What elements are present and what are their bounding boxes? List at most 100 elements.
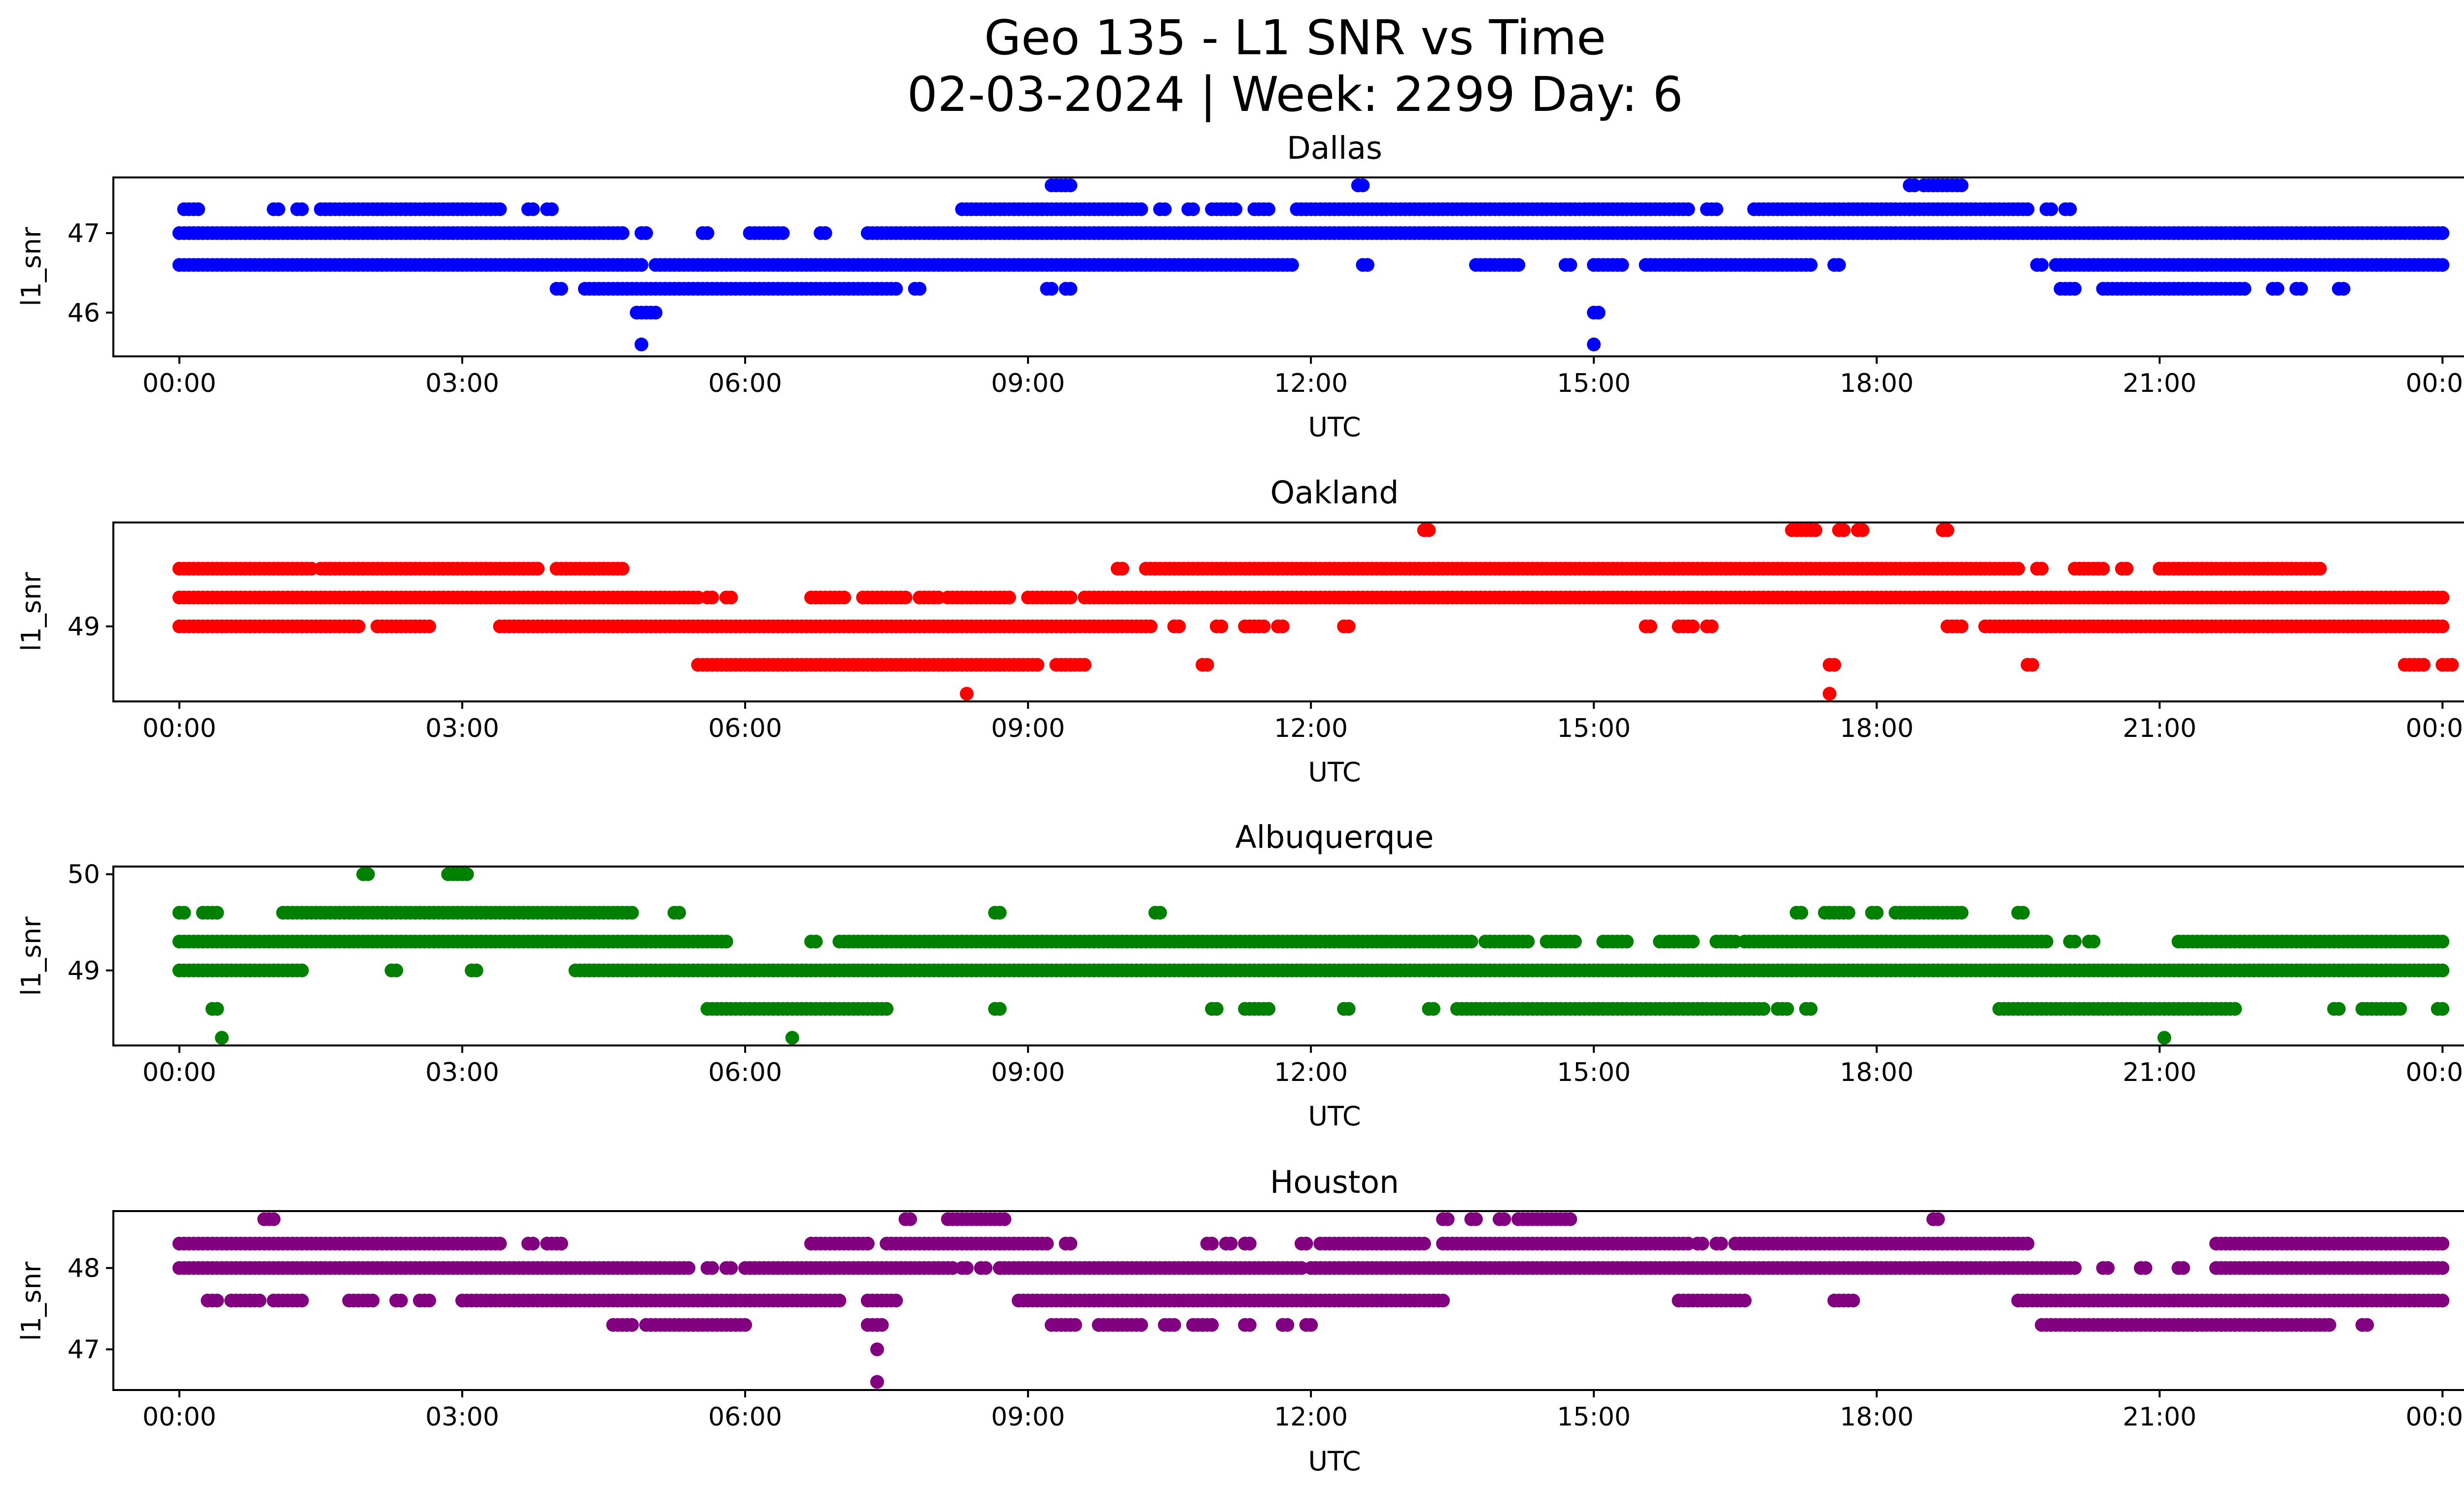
oakland-point: [2120, 561, 2134, 576]
albuquerque-point: [2087, 935, 2101, 949]
dallas-point: [1511, 258, 1526, 272]
dallas-ticks: 00:00 03:00 06:00 09:00 12:00 15:00 18:00 21:00…: [68, 219, 2464, 398]
houston-point: [2435, 1237, 2450, 1251]
oakland-point: [1940, 523, 1954, 537]
oakland-point: [2435, 619, 2450, 633]
houston-ylabel: l1_snr: [16, 1261, 47, 1341]
dallas-point: [616, 226, 630, 240]
albuquerque-point: [177, 905, 191, 920]
dallas-xtick-label: 15:00: [1557, 369, 1631, 398]
houston-point: [682, 1261, 696, 1275]
oakland-xtick-label: 00:00: [2405, 714, 2464, 743]
oakland-panel: Oakland 00:00 03:00 06:00 09:00 12:00 15:00 18…: [16, 475, 2464, 788]
dallas-point: [554, 281, 568, 296]
oakland-point: [1827, 658, 1842, 672]
houston-point: [997, 1212, 1012, 1226]
albuquerque-point: [2068, 935, 2082, 949]
albuquerque-ytick-label: 49: [68, 956, 100, 986]
albuquerque-scatter: [172, 867, 2450, 1045]
dallas-point: [639, 226, 653, 240]
houston-point: [1846, 1293, 1860, 1308]
houston-point: [870, 1375, 884, 1389]
dallas-point: [1804, 258, 1818, 272]
albuquerque-xtick-label: 15:00: [1557, 1058, 1631, 1087]
houston-point: [267, 1212, 281, 1226]
oakland-point: [959, 687, 974, 701]
dallas-point: [889, 281, 903, 296]
dallas-point: [913, 281, 927, 296]
houston-point: [1134, 1318, 1148, 1332]
houston-point: [2360, 1318, 2374, 1332]
albuquerque-point: [1341, 1002, 1356, 1016]
dallas-title: Dallas: [1287, 130, 1382, 166]
houston-point: [394, 1293, 408, 1308]
dallas-point: [634, 337, 649, 351]
dallas-point: [1158, 202, 1172, 216]
oakland-point: [1837, 523, 1851, 537]
albuquerque-point: [672, 905, 686, 920]
oakland-xlabel: UTC: [1308, 757, 1361, 788]
houston-title: Houston: [1270, 1164, 1399, 1200]
dallas-point: [1710, 202, 1723, 216]
houston-point: [1304, 1318, 1318, 1332]
albuquerque-point: [992, 1002, 1007, 1016]
dallas-point: [1681, 202, 1695, 216]
dallas-point: [1954, 178, 1969, 193]
oakland-xtick-label: 00:00: [142, 714, 216, 743]
figure-title-line1: Geo 135 - L1 SNR vs Time: [984, 10, 1606, 66]
houston-point: [1695, 1237, 1710, 1251]
dallas-point: [1591, 306, 1606, 320]
houston-point: [2322, 1318, 2336, 1332]
albuquerque-xtick-label: 00:00: [2405, 1058, 2464, 1087]
oakland-point: [2417, 658, 2431, 672]
dallas-xtick-label: 00:00: [142, 369, 216, 398]
dallas-point: [191, 202, 205, 216]
albuquerque-title: Albuquerque: [1235, 819, 1434, 855]
albuquerque-point: [215, 1031, 229, 1045]
dallas-scatter: [172, 178, 2450, 351]
houston-point: [870, 1342, 884, 1356]
dallas-point: [700, 226, 715, 240]
houston-point: [1497, 1212, 1511, 1226]
dallas-point: [526, 202, 540, 216]
dallas-point: [271, 202, 285, 216]
houston-xtick-label: 00:00: [2405, 1402, 2464, 1432]
dallas-point: [1186, 202, 1200, 216]
albuquerque-point: [2016, 905, 2030, 920]
dallas-point: [2020, 202, 2035, 216]
houston-point: [1931, 1212, 1945, 1226]
houston-ytick-label: 47: [68, 1335, 100, 1365]
dallas-point: [649, 306, 663, 320]
dallas-point: [2294, 281, 2308, 296]
oakland-point: [1855, 523, 1870, 537]
houston-point: [889, 1293, 903, 1308]
oakland-title: Oakland: [1270, 475, 1399, 511]
houston-point: [1436, 1293, 1450, 1308]
houston-point: [2138, 1261, 2153, 1275]
oakland-point: [2445, 658, 2459, 672]
houston-point: [979, 1261, 992, 1275]
houston-point: [724, 1261, 738, 1275]
dallas-point: [776, 226, 790, 240]
oakland-point: [2025, 658, 2039, 672]
dallas-point: [295, 202, 309, 216]
houston-point: [1068, 1318, 1082, 1332]
dallas-panel: Dallas 00:00 03:00 06:00 09:00 12:00 15:00 18:…: [16, 130, 2464, 443]
dallas-point: [2063, 202, 2077, 216]
dallas-point: [1285, 258, 1299, 272]
oakland-point: [1808, 523, 1822, 537]
oakland-point: [898, 591, 913, 605]
albuquerque-xlabel: UTC: [1308, 1101, 1361, 1132]
albuquerque-point: [880, 1002, 894, 1016]
dallas-point: [1832, 258, 1846, 272]
dallas-ytick-label: 47: [68, 219, 100, 248]
albuquerque-point: [1426, 1002, 1440, 1016]
oakland-xtick-label: 09:00: [991, 714, 1065, 743]
dallas-point: [2270, 281, 2285, 296]
oakland-point: [931, 591, 946, 605]
dallas-point: [545, 202, 559, 216]
albuquerque-point: [469, 963, 483, 977]
dallas-point: [1063, 281, 1078, 296]
oakland-point: [1822, 687, 1837, 701]
albuquerque-point: [210, 1002, 224, 1016]
